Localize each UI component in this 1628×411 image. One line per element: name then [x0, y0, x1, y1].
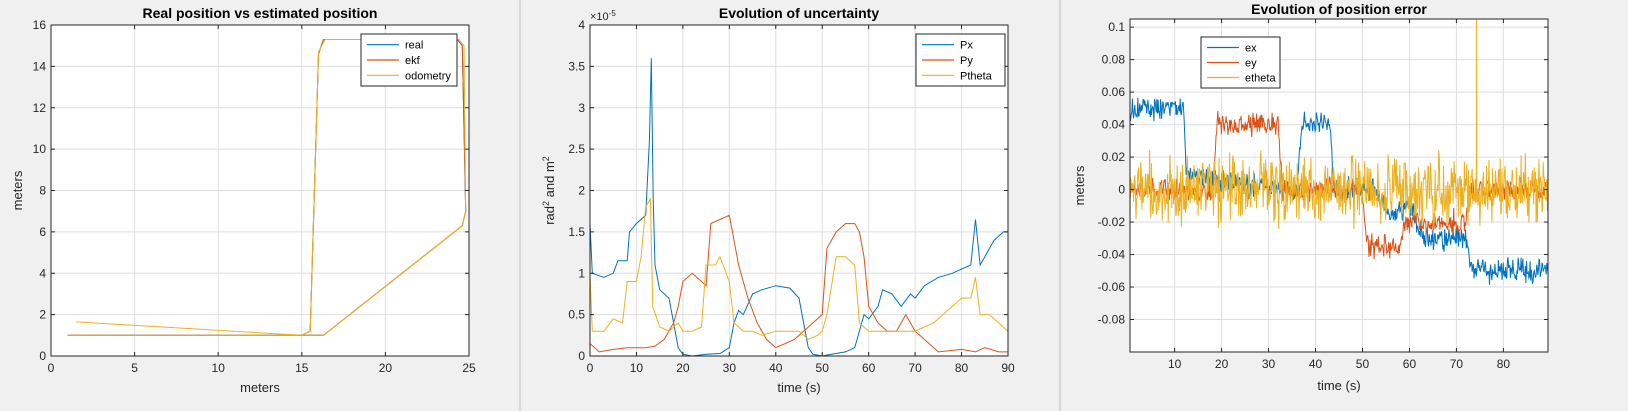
chart-panel-3: 10 20 30 40 50 60 70 80 -0.08 -0.06 -0.04 -0.02 0 0.0… [1061, 0, 1628, 411]
y-tick-label: 2 [578, 184, 585, 198]
x-tick-label: 70 [908, 361, 922, 375]
series-line-Px [590, 58, 1008, 356]
chart-title: Evolution of position error [1251, 1, 1427, 17]
legend-label-Ptheta: Ptheta [960, 70, 993, 82]
x-tick-label: 80 [1497, 357, 1511, 371]
y-tick-label: 0 [578, 349, 585, 363]
series-line-etheta [1130, 19, 1548, 229]
legend: Px Py Ptheta [915, 33, 1006, 87]
y-tick-label: 3.5 [568, 59, 585, 73]
x-tick-label: 10 [1168, 357, 1182, 371]
chart-title: Evolution of uncertainty [719, 5, 879, 21]
legend-label-real: real [405, 40, 423, 52]
y-tick-label: 0.02 [1102, 150, 1126, 164]
y-tick-label: 6 [39, 225, 46, 239]
x-axis-label: time (s) [777, 380, 820, 395]
x-tick-label: 50 [816, 361, 830, 375]
x-tick-label: 40 [1309, 357, 1323, 371]
y-tick-label: 2 [39, 308, 46, 322]
y-tick-label: 3 [578, 101, 585, 115]
legend-label-etheta: etheta [1245, 73, 1276, 85]
x-tick-label: 60 [1403, 357, 1417, 371]
x-tick-label: 20 [1215, 357, 1229, 371]
y-tick-label: -0.02 [1098, 215, 1126, 229]
y-axis-label: rad2 and m2 [541, 156, 557, 225]
chart-panel-2: 0 10 20 30 40 50 60 70 80 90 0 0.5 1 1.5 2 2.5 3 3.5 4 Evol… [521, 0, 1059, 411]
x-axis-label: meters [240, 380, 280, 395]
axis-exponent-label: ×10-5 [590, 9, 616, 24]
x-tick-label: 70 [1450, 357, 1464, 371]
x-axis-label: time (s) [1317, 378, 1360, 393]
series-line-Py [590, 214, 1008, 353]
chart-uncertainty: 0 10 20 30 40 50 60 70 80 90 0 0.5 1 1.5 2 2.5 3 3.5 4 Evol… [541, 5, 1015, 395]
x-tick-label: 20 [379, 361, 393, 375]
chart-position-error: 10 20 30 40 50 60 70 80 -0.08 -0.06 -0.04 -0.02 0 0.0… [1072, 1, 1549, 393]
legend-label-odometry: odometry [405, 70, 451, 82]
series-line-Ptheta [590, 196, 1008, 340]
legend-label-ex: ex [1245, 43, 1257, 55]
y-tick-label: 0.08 [1102, 53, 1126, 67]
y-tick-label: 10 [33, 142, 47, 156]
y-tick-label: -0.08 [1098, 313, 1126, 327]
x-tick-label: 5 [131, 361, 138, 375]
legend: ex ey etheta [1200, 36, 1281, 89]
y-tick-label: 0.5 [568, 308, 585, 322]
y-tick-label: 0.1 [1108, 20, 1125, 34]
y-tick-label: 16 [33, 18, 47, 32]
x-tick-label: 15 [295, 361, 309, 375]
legend: real ekf odometry [360, 33, 458, 87]
y-tick-label: -0.04 [1098, 248, 1126, 262]
series-group [590, 58, 1008, 356]
y-tick-label: 1 [578, 266, 585, 280]
x-tick-label: 25 [462, 361, 476, 375]
legend-label-ekf: ekf [405, 55, 421, 67]
x-tick-label: 10 [630, 361, 644, 375]
y-tick-label: 4 [578, 18, 585, 32]
panel-divider [1059, 0, 1061, 411]
y-axis-label: meters [1072, 165, 1087, 205]
x-tick-label: 30 [1262, 357, 1276, 371]
y-tick-label: 0 [39, 349, 46, 363]
y-tick-label: -0.06 [1098, 280, 1126, 294]
x-tick-label: 90 [1001, 361, 1015, 375]
panel-divider [519, 0, 521, 411]
x-tick-label: 40 [769, 361, 783, 375]
x-tick-label: 50 [1356, 357, 1370, 371]
legend-label-Px: Px [960, 40, 973, 52]
x-tick-label: 30 [723, 361, 737, 375]
x-tick-label: 80 [955, 361, 969, 375]
legend-label-Py: Py [960, 55, 973, 67]
x-tick-label: 10 [212, 361, 226, 375]
x-tick-label: 20 [676, 361, 690, 375]
y-tick-label: 2.5 [568, 142, 585, 156]
series-group [1130, 19, 1548, 285]
y-tick-label: 4 [39, 266, 46, 280]
y-tick-label: 12 [33, 101, 47, 115]
series-line-odometry [67, 39, 467, 336]
y-tick-label: 0.04 [1102, 118, 1126, 132]
y-tick-label: 0.06 [1102, 85, 1126, 99]
y-tick-label: 14 [33, 59, 47, 73]
legend-box [1200, 36, 1281, 89]
chart-panel-1: 0 5 10 15 20 25 0 2 4 6 8 10 12 14 16 Real position vs … [0, 0, 519, 411]
x-tick-label: 0 [587, 361, 594, 375]
x-tick-label: 60 [862, 361, 876, 375]
y-tick-label: 1.5 [568, 225, 585, 239]
axes-box [1129, 18, 1549, 353]
x-tick-label: 0 [48, 361, 55, 375]
y-tick-label: 8 [39, 184, 46, 198]
chart-position: 0 5 10 15 20 25 0 2 4 6 8 10 12 14 16 Real position vs … [10, 5, 476, 395]
chart-title: Real position vs estimated position [143, 5, 378, 21]
y-tick-label: 0 [1118, 183, 1125, 197]
legend-label-ey: ey [1245, 58, 1257, 70]
y-axis-label: meters [10, 170, 25, 210]
